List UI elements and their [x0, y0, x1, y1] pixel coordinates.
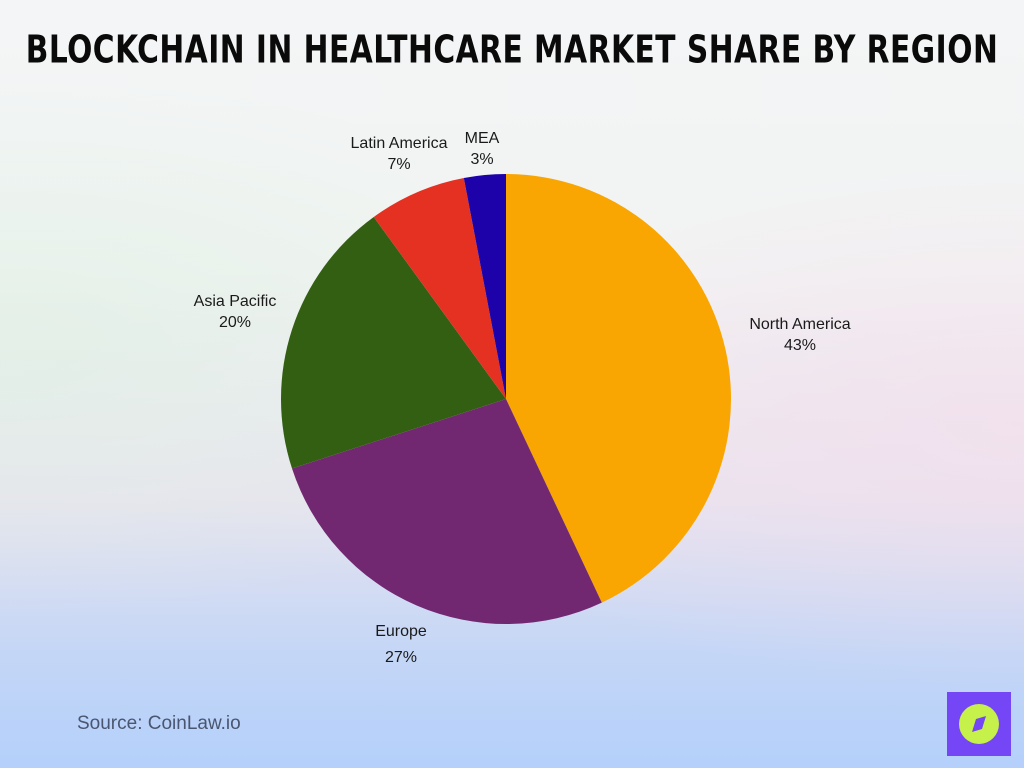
label-name: MEA — [464, 130, 500, 147]
pie-slice-north-america — [506, 174, 731, 603]
pie-slice-europe — [292, 399, 602, 624]
source-text: Source: CoinLaw.io — [77, 713, 241, 734]
label-value: 43% — [783, 337, 817, 354]
label-value: 20% — [218, 314, 252, 331]
brand-logo — [947, 692, 1011, 756]
label-north-america: North America 43% — [720, 314, 880, 356]
label-latin-america: Latin America 7% — [334, 133, 464, 175]
pie-slice-mea — [463, 174, 506, 399]
compass-icon — [959, 704, 999, 744]
label-value: 27% — [384, 649, 418, 666]
label-name: Europe — [375, 623, 427, 640]
pie-slice-latin-america — [373, 177, 506, 399]
label-asia-pacific: Asia Pacific 20% — [170, 291, 300, 333]
label-name: Asia Pacific — [193, 293, 277, 310]
pie-slice-asia-pacific — [281, 216, 506, 469]
chart-title: Blockchain in Healthcare Market Share by… — [25, 27, 999, 72]
label-name: Latin America — [350, 135, 448, 152]
label-mea: MEA 3% — [452, 128, 512, 170]
label-name: North America — [749, 316, 851, 333]
label-europe: Europe 27% — [341, 619, 461, 671]
label-value: 3% — [470, 151, 494, 168]
label-value: 7% — [387, 156, 411, 173]
